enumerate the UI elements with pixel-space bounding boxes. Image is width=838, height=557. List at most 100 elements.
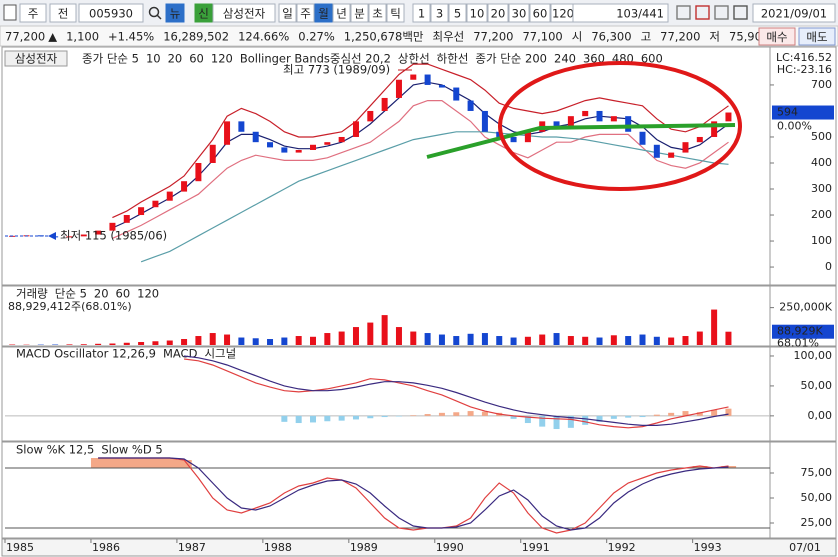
legend-item: 120 — [211, 52, 233, 66]
tool-icon[interactable] — [695, 5, 710, 20]
oscillator-bar — [481, 411, 488, 416]
legend-item: Slow %K 12,5 — [16, 443, 94, 457]
quote-item: 124.66% — [238, 30, 289, 44]
volume-bar — [381, 315, 388, 345]
tool-icon[interactable] — [714, 5, 729, 20]
candle — [410, 74, 417, 80]
quote-item: 77,100 — [522, 30, 562, 44]
period-button[interactable] — [332, 3, 351, 23]
oscillator-bar — [367, 415, 374, 419]
menu-icon[interactable] — [3, 4, 17, 21]
legend-item: Bollinger Bands중심선 20,2 — [240, 52, 391, 66]
interval-button[interactable] — [487, 3, 509, 23]
quote-bg — [0, 25, 838, 47]
candle — [725, 112, 732, 122]
candle — [524, 131, 531, 143]
volume-bar — [725, 331, 732, 345]
x-tick-label: 1990 — [436, 541, 464, 554]
legend-item: 종가 단순 200 — [475, 52, 547, 66]
volume-panel — [1, 285, 837, 347]
volume-bar — [324, 333, 331, 345]
candle — [95, 230, 102, 235]
candle — [467, 100, 474, 111]
search-icon[interactable] — [148, 6, 160, 18]
y-tick-label: 25,00 — [801, 516, 833, 529]
oscillator-bar — [438, 412, 445, 416]
interval-button[interactable] — [466, 3, 488, 23]
period-button[interactable] — [386, 3, 405, 23]
oscillator-bar — [310, 415, 317, 423]
volume-bar — [653, 336, 660, 345]
signal-line — [184, 355, 729, 426]
interval-button[interactable] — [529, 3, 551, 23]
candle — [338, 136, 345, 143]
period-button-label: 주 — [300, 7, 311, 21]
quote-item: 1,250,678백만 — [344, 30, 424, 44]
candle — [553, 121, 560, 127]
period-button[interactable] — [314, 3, 333, 23]
y-tick-label: 400 — [811, 156, 832, 169]
candle — [238, 121, 245, 132]
x-tick-label: 1986 — [92, 541, 120, 554]
tool-icon[interactable] — [676, 5, 691, 20]
macd-panel — [1, 346, 837, 442]
period-button[interactable] — [368, 3, 387, 23]
legend-item: 상한선 — [398, 52, 430, 66]
candle — [166, 191, 173, 201]
volume-bar — [453, 336, 460, 345]
y-tick-label: 200 — [811, 208, 832, 221]
quote-item: 고 — [641, 30, 652, 44]
volume-bar — [338, 331, 345, 345]
period-button[interactable] — [296, 3, 315, 23]
credit-badge[interactable] — [194, 3, 213, 23]
code-input[interactable] — [78, 3, 144, 23]
volume-bar — [639, 334, 646, 345]
volume-bar — [310, 336, 317, 345]
current-price-label: 594 — [777, 106, 798, 119]
interval-button[interactable] — [430, 3, 449, 23]
legend-item: 시그널 — [204, 347, 236, 361]
period-button[interactable] — [278, 3, 297, 23]
interval-button[interactable] — [508, 3, 530, 23]
volume-bar — [424, 333, 431, 345]
quote-item: ▲ — [48, 30, 57, 44]
volume-bar — [625, 336, 632, 345]
x-axis-bg — [1, 538, 837, 557]
market-select[interactable] — [19, 3, 47, 23]
candle — [267, 142, 274, 148]
legend-item: 종가 단순 5 — [82, 52, 139, 66]
overbought-fill — [105, 458, 121, 468]
interval-button[interactable] — [448, 3, 467, 23]
volume-bar — [510, 337, 517, 345]
tool-icon[interactable] — [733, 5, 748, 20]
y-tick-label: 500 — [811, 130, 832, 143]
period-button-label: 일 — [282, 7, 293, 21]
candle — [625, 116, 632, 132]
volume-bar — [109, 343, 116, 345]
buy-button[interactable] — [758, 27, 796, 46]
candle — [653, 144, 660, 158]
new-badge[interactable] — [165, 3, 185, 23]
oscillator-bar — [539, 415, 546, 427]
legend-item: 240 — [554, 52, 576, 66]
oscillator-bar — [653, 414, 660, 416]
volume-bar — [696, 331, 703, 345]
new-badge-label: 뉴 — [170, 7, 181, 21]
quote-item: 77,200 — [5, 30, 45, 44]
period-button[interactable] — [350, 3, 369, 23]
volume-bar — [496, 336, 503, 345]
sell-button-label: 매도 — [806, 30, 827, 44]
period-button-label: 년 — [336, 7, 347, 21]
legend-item: 거래량 — [16, 287, 48, 301]
sell-button[interactable] — [798, 27, 836, 46]
kind-select[interactable] — [49, 3, 77, 23]
oscillator-bar — [711, 409, 718, 416]
oscillator-bar — [424, 414, 431, 416]
search-icon-handle — [156, 14, 162, 20]
name-field[interactable] — [212, 3, 276, 23]
oscillator-bar — [625, 415, 632, 418]
interval-button[interactable] — [412, 3, 431, 23]
volume-bar — [95, 343, 102, 345]
code-input-label: 005930 — [89, 7, 133, 21]
volume-bar — [682, 336, 689, 345]
